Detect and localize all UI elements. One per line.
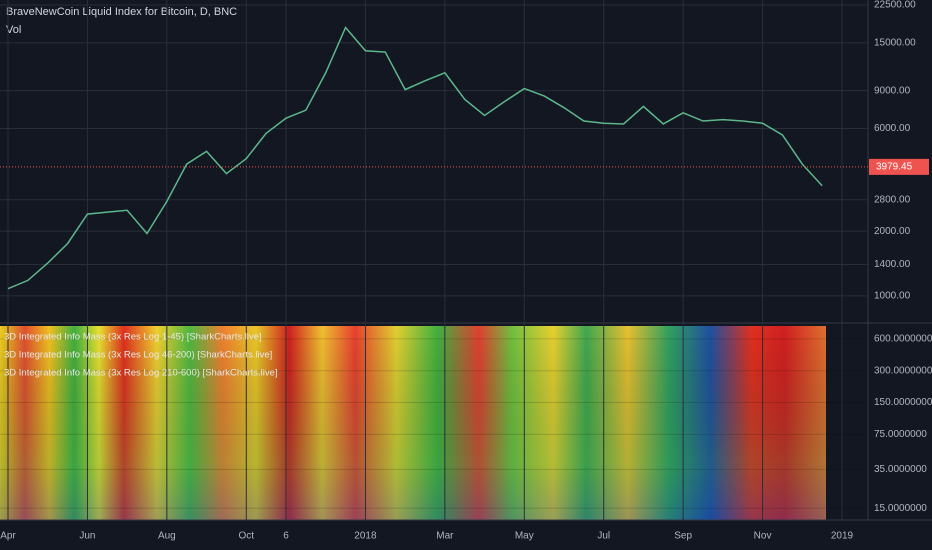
y-tick-label: 22500.00	[874, 0, 916, 11]
legend-entry: 3D Integrated Info Mass (3x Res Log 46-2…	[4, 350, 272, 361]
y-tick-label: 2000.00	[874, 226, 911, 237]
x-tick-label: May	[515, 531, 534, 542]
x-tick-label: Apr	[0, 531, 16, 542]
heatmap-shade	[0, 326, 826, 520]
y-tick-label: 15000.00	[874, 38, 916, 49]
y-tick-label: 2800.00	[874, 194, 911, 205]
chart-title: BraveNewCoin Liquid Index for Bitcoin, D…	[6, 6, 237, 18]
y-tick-label: 600.0000000	[874, 334, 932, 345]
x-tick-label: 2019	[831, 531, 854, 542]
y-tick-label: 75.0000000	[874, 429, 927, 440]
x-tick-label: 6	[283, 531, 289, 542]
legend-entry: 3D Integrated Info Mass (3x Res Log 210-…	[4, 368, 278, 379]
price-line	[7, 26, 823, 290]
legend-entry: 3D Integrated Info Mass (3x Res Log 1-45…	[4, 332, 262, 343]
y-tick-label: 150.0000000	[874, 397, 932, 408]
y-tick-label: 1400.00	[874, 259, 911, 270]
last-price-badge	[869, 158, 929, 175]
x-tick-label: 2018	[354, 531, 377, 542]
y-tick-label: 300.0000000	[874, 365, 932, 376]
volume-label: Vol	[6, 24, 21, 36]
y-tick-label: 6000.00	[874, 123, 911, 134]
y-tick-label: 9000.00	[874, 85, 911, 96]
x-tick-label: Aug	[158, 531, 176, 542]
x-tick-label: Mar	[436, 531, 454, 542]
last-price-label: 3979.45	[876, 162, 913, 173]
y-tick-label: 15.0000000	[874, 503, 927, 514]
x-tick-label: Jul	[597, 531, 610, 542]
x-tick-label: Sep	[674, 531, 692, 542]
y-tick-label: 1000.00	[874, 291, 911, 302]
x-tick-label: Oct	[239, 531, 255, 542]
x-tick-label: Nov	[754, 531, 772, 542]
x-tick-label: Jun	[79, 531, 95, 542]
y-tick-label: 35.0000000	[874, 464, 927, 475]
